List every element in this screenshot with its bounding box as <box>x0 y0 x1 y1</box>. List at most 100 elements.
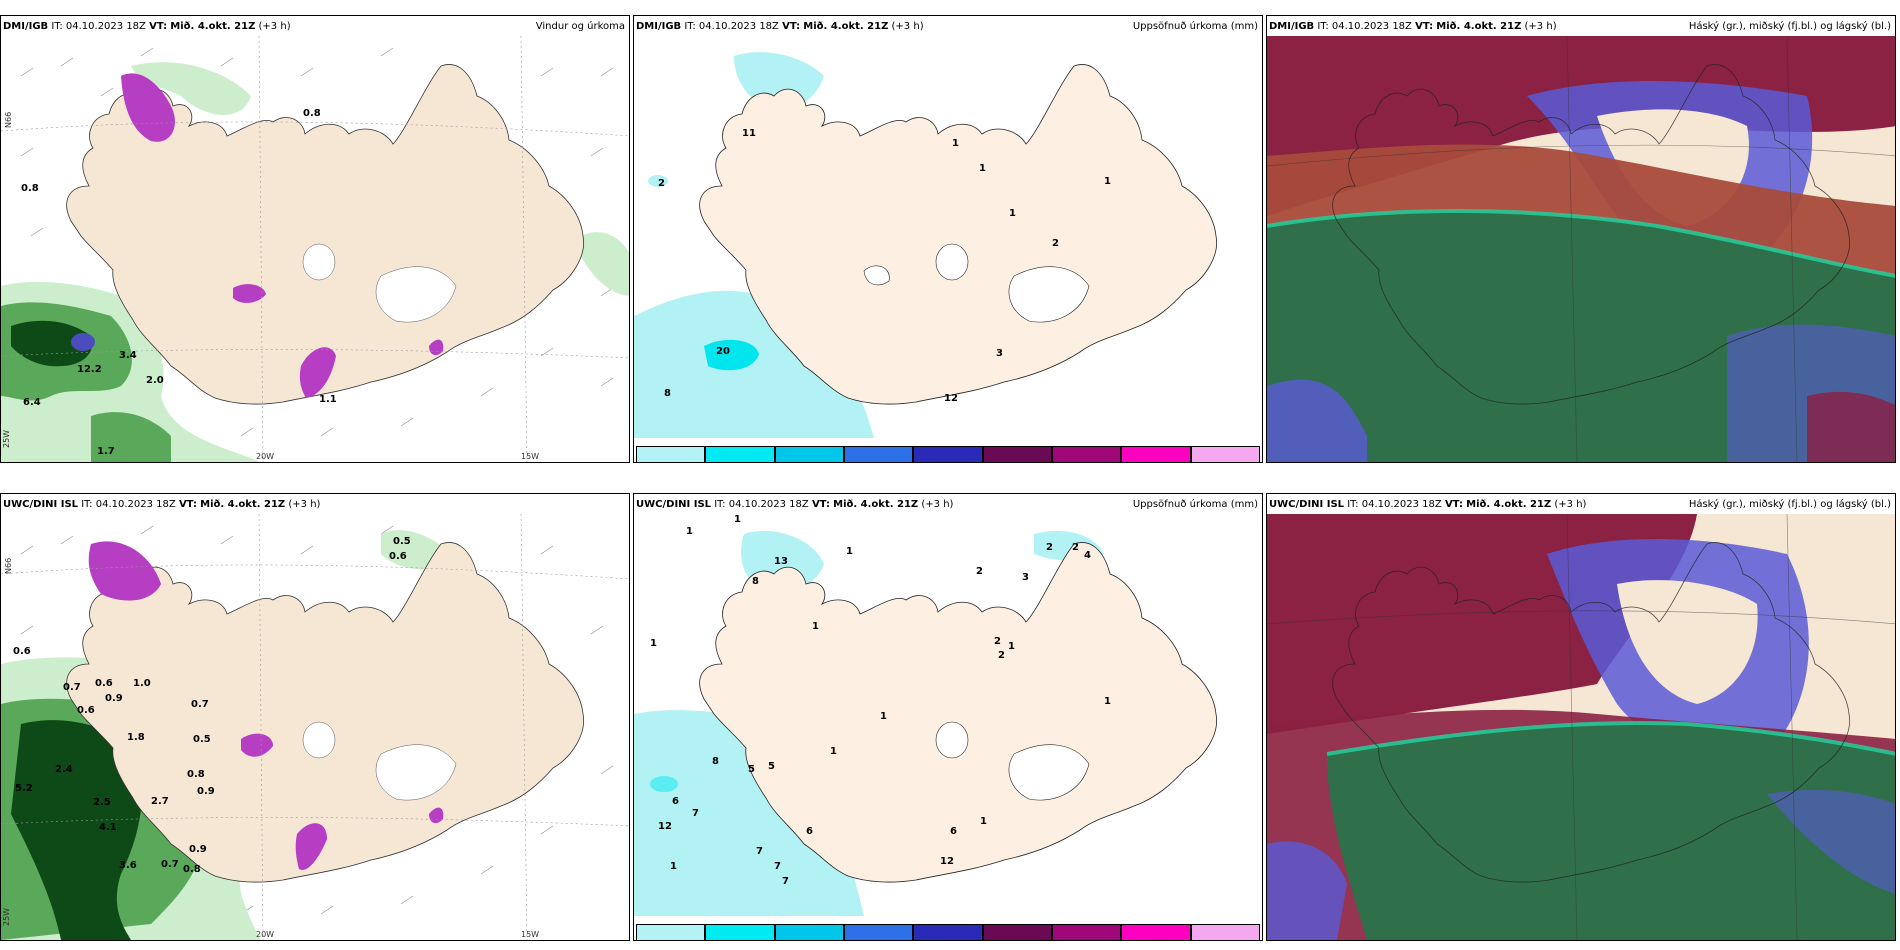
colorbar: 110255075100150200400 <box>636 446 1260 462</box>
map-area[interactable]: 0.8 0.8 3.4 12.2 2.0 6.4 1.7 1.1 N66 25W… <box>1 36 629 462</box>
valid-time: Mið. 4.okt. 21Z <box>200 499 286 510</box>
svg-text:25W: 25W <box>2 430 11 448</box>
colorbar-swatch <box>913 924 983 940</box>
svg-text:3: 3 <box>1022 572 1029 583</box>
svg-text:12: 12 <box>940 856 954 867</box>
svg-text:1: 1 <box>734 514 741 525</box>
svg-text:7: 7 <box>756 846 763 857</box>
accum-area-light <box>634 290 874 438</box>
svg-text:N66: N66 <box>4 112 13 128</box>
svg-text:N66: N66 <box>4 558 13 574</box>
value-label: 0.6 <box>13 646 31 657</box>
init-time: IT: 04.10.2023 18Z <box>714 499 809 510</box>
svg-text:1: 1 <box>980 816 987 827</box>
lead-time: (+3 h) <box>258 21 291 32</box>
value-label: 3 <box>996 348 1003 359</box>
svg-text:6: 6 <box>806 826 813 837</box>
value-label: 1.0 <box>133 678 151 689</box>
panel-title: UWC/DINI ISL IT: 04.10.2023 18Z VT: Mið.… <box>3 498 625 512</box>
value-label: 0.7 <box>63 682 81 693</box>
value-label: 0.8 <box>187 769 205 780</box>
colorbar-swatch <box>1052 924 1122 940</box>
value-label: 0.6 <box>389 551 407 562</box>
colorbar-swatch <box>844 446 914 462</box>
svg-text:6: 6 <box>950 826 957 837</box>
value-label: 2.0 <box>146 375 164 386</box>
value-label: 0.8 <box>303 108 321 119</box>
value-label: 2.4 <box>55 764 73 775</box>
svg-text:25W: 25W <box>2 908 11 926</box>
map-area[interactable]: 1 1 1 13 8 2 2 3 2 4 2 1 2 1 1 1 8 5 5 6 <box>634 514 1262 916</box>
svg-text:7: 7 <box>782 876 789 887</box>
value-label: 0.7 <box>161 859 179 870</box>
value-label: 0.8 <box>21 183 39 194</box>
svg-text:15W: 15W <box>521 452 539 461</box>
colorbar: 110255075100150200400 <box>636 924 1260 940</box>
init-time: IT: 04.10.2023 18Z <box>1347 499 1442 510</box>
lead-time: (+3 h) <box>1524 21 1557 32</box>
colorbar-swatch <box>1121 924 1191 940</box>
svg-text:1: 1 <box>650 638 657 649</box>
lead-time: (+3 h) <box>891 21 924 32</box>
panel-title: UWC/DINI ISL IT: 04.10.2023 18Z VT: Mið.… <box>636 498 1258 512</box>
map-area[interactable] <box>1267 36 1895 462</box>
value-label: 1.1 <box>319 394 337 405</box>
svg-text:7: 7 <box>692 808 699 819</box>
value-label: 0.5 <box>393 536 411 547</box>
value-label: 2.7 <box>151 796 169 807</box>
svg-text:1: 1 <box>670 861 677 872</box>
colorbar-swatch <box>982 446 1052 462</box>
snow-area <box>121 73 175 142</box>
model-name: UWC/DINI ISL <box>1269 499 1345 510</box>
valid-label: VT: <box>178 499 197 510</box>
value-label: 1 <box>979 163 986 174</box>
value-label: 1.8 <box>127 732 145 743</box>
value-label: 6.4 <box>23 397 41 408</box>
valid-time: Mið. 4.okt. 21Z <box>833 499 919 510</box>
field-name: Vindur og úrkoma <box>535 21 625 32</box>
panel-wind-precip-dmi: DMI/IGB IT: 04.10.2023 18Z VT: Mið. 4.ok… <box>0 15 630 463</box>
colorbar-swatch <box>705 924 775 940</box>
svg-text:1: 1 <box>1008 641 1015 652</box>
model-name: UWC/DINI ISL <box>3 499 79 510</box>
colorbar-swatch <box>1121 446 1191 462</box>
field-name: Háský (gr.), miðský (fj.bl.) og lágský (… <box>1688 499 1891 510</box>
panel-accum-precip-uwc: UWC/DINI ISL IT: 04.10.2023 18Z VT: Mið.… <box>633 493 1263 941</box>
colorbar-swatch <box>774 924 844 940</box>
value-label: 11 <box>742 128 756 139</box>
colorbar-swatch <box>844 924 914 940</box>
value-label: 3.6 <box>119 860 137 871</box>
value-label: 12 <box>944 393 958 404</box>
model-name: DMI/IGB <box>636 21 682 32</box>
map-area[interactable]: 0.5 0.6 0.6 0.7 0.6 1.0 0.9 0.6 0.7 2.4 … <box>1 514 629 940</box>
value-label: 0.7 <box>191 699 209 710</box>
init-time: IT: 04.10.2023 18Z <box>684 21 779 32</box>
svg-text:8: 8 <box>752 576 759 587</box>
colorbar-swatch <box>982 924 1052 940</box>
init-time: IT: 04.10.2023 18Z <box>51 21 146 32</box>
accum-labels: 1 1 1 13 8 2 2 3 2 4 2 1 2 1 1 1 8 5 5 6 <box>650 514 1111 887</box>
lead-time: (+3 h) <box>1554 499 1587 510</box>
precip-labels: 0.8 0.8 3.4 12.2 2.0 6.4 1.7 1.1 <box>21 108 337 457</box>
value-label: 2 <box>658 178 665 189</box>
map-area[interactable] <box>1267 514 1895 940</box>
svg-text:1: 1 <box>1104 696 1111 707</box>
svg-text:6: 6 <box>672 796 679 807</box>
field-name: Uppsöfnuð úrkoma (mm) <box>1132 499 1258 510</box>
map-area[interactable]: 2 11 1 1 1 1 2 3 20 8 12 <box>634 36 1262 438</box>
value-label: 0.9 <box>189 844 207 855</box>
svg-text:2: 2 <box>1072 542 1079 553</box>
colorbar-swatch <box>705 446 775 462</box>
field-name: Uppsöfnuð úrkoma (mm) <box>1132 21 1258 32</box>
accum-area-mid <box>704 339 759 371</box>
colorbar-swatch <box>1190 446 1260 462</box>
svg-text:2: 2 <box>976 566 983 577</box>
model-name: DMI/IGB <box>1269 21 1315 32</box>
value-label: 3.4 <box>119 350 137 361</box>
svg-text:1: 1 <box>830 746 837 757</box>
valid-label: VT: <box>782 21 801 32</box>
field-name: Háský (gr.), miðský (fj.bl.) og lágský (… <box>1688 21 1891 32</box>
panel-title: UWC/DINI ISL IT: 04.10.2023 18Z VT: Mið.… <box>1269 498 1891 512</box>
value-label: 2 <box>1052 238 1059 249</box>
value-label: 1 <box>1104 176 1111 187</box>
